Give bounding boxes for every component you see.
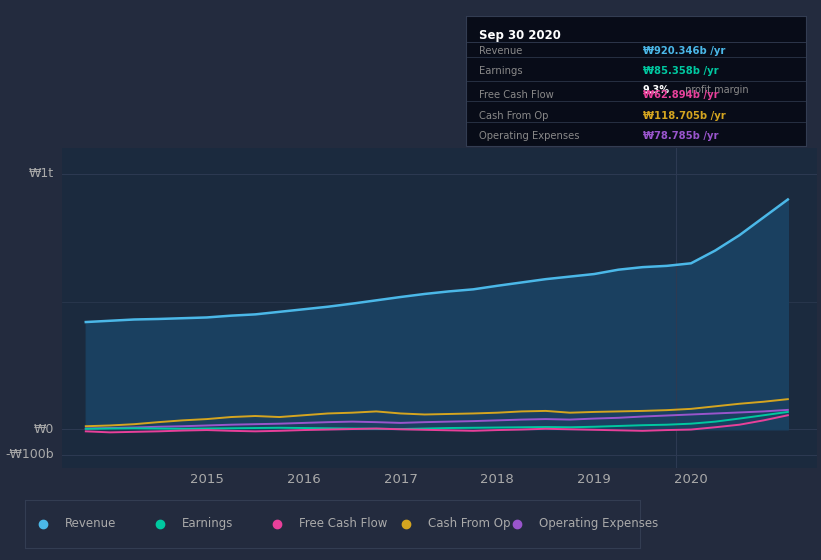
Text: Cash From Op: Cash From Op bbox=[479, 110, 548, 120]
Text: Revenue: Revenue bbox=[479, 45, 522, 55]
Text: ₩85.358b /yr: ₩85.358b /yr bbox=[643, 66, 718, 76]
Text: Cash From Op: Cash From Op bbox=[428, 517, 511, 530]
Text: Sep 30 2020: Sep 30 2020 bbox=[479, 29, 561, 41]
Text: Operating Expenses: Operating Expenses bbox=[539, 517, 658, 530]
Text: ₩118.705b /yr: ₩118.705b /yr bbox=[643, 110, 726, 120]
Text: -₩100b: -₩100b bbox=[6, 449, 54, 461]
Text: ₩920.346b /yr: ₩920.346b /yr bbox=[643, 45, 725, 55]
Text: Operating Expenses: Operating Expenses bbox=[479, 130, 580, 141]
Text: Earnings: Earnings bbox=[479, 66, 523, 76]
Text: Free Cash Flow: Free Cash Flow bbox=[299, 517, 387, 530]
Text: ₩1t: ₩1t bbox=[29, 167, 54, 180]
Text: Earnings: Earnings bbox=[181, 517, 233, 530]
Text: 9.3%: 9.3% bbox=[643, 85, 670, 95]
Text: Revenue: Revenue bbox=[65, 517, 116, 530]
Text: ₩78.785b /yr: ₩78.785b /yr bbox=[643, 130, 718, 141]
Text: ₩0: ₩0 bbox=[34, 423, 54, 436]
Text: ₩62.894b /yr: ₩62.894b /yr bbox=[643, 90, 718, 100]
Text: profit margin: profit margin bbox=[682, 85, 749, 95]
Text: Free Cash Flow: Free Cash Flow bbox=[479, 90, 554, 100]
